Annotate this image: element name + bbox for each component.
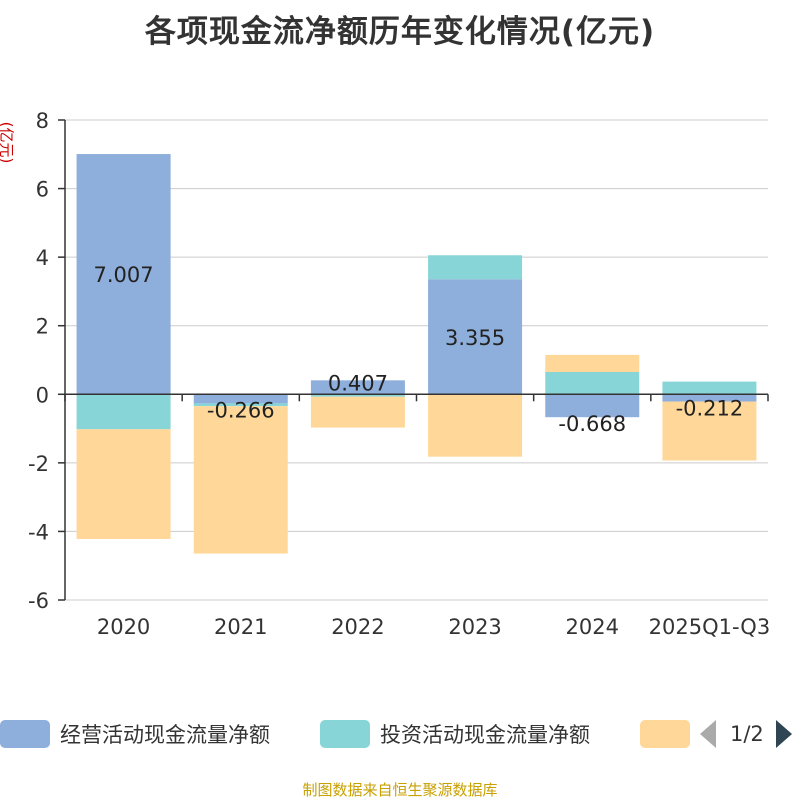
legend-item-operating[interactable]: 经营活动现金流量净额 [0, 714, 270, 754]
bar-operating-2024 [545, 394, 640, 418]
bar-investing-2025Q1-Q3 [662, 381, 757, 395]
data-label: 3.355 [445, 326, 505, 350]
bar-financing-2022 [310, 396, 405, 428]
legend-label-investing: 投资活动现金流量净额 [380, 723, 590, 747]
y-tick-label: -2 [28, 452, 49, 476]
x-tick-label: 2020 [97, 615, 150, 639]
data-label: -0.668 [558, 412, 626, 436]
legend-item-investing[interactable]: 投资活动现金流量净额 [320, 714, 590, 754]
y-tick-label: 6 [36, 178, 49, 202]
legend-label-operating: 经营活动现金流量净额 [60, 723, 270, 747]
chart-area: -6 -4 -2 0 2 4 6 8 2020 2021 2022 2023 2024 2025Q1-Q3… [28, 109, 771, 639]
bar-investing-2022 [310, 394, 405, 397]
bar-operating-2023 [428, 279, 523, 395]
legend-swatch-operating [0, 720, 50, 748]
bar-investing-2021 [193, 403, 288, 407]
x-tick-label: 2023 [448, 615, 501, 639]
bar-operating-2025Q1-Q3 [662, 394, 757, 402]
bar-investing-2020 [76, 394, 171, 430]
x-tick-label: 2022 [331, 615, 384, 639]
y-tick-label: -6 [28, 589, 49, 613]
x-tick-label: 2021 [214, 615, 267, 639]
legend-page-indicator: 1/2 [730, 722, 764, 746]
legend-pager: 1/2 [700, 714, 792, 754]
data-label: -0.212 [676, 397, 744, 421]
y-tick-label: 2 [36, 315, 49, 339]
chart-title: 各项现金流净额历年变化情况(亿元) [144, 14, 656, 50]
bar-operating-2021 [193, 394, 288, 404]
legend-item-financing[interactable] [640, 714, 700, 754]
bar-investing-2023 [428, 255, 523, 280]
data-label: 7.007 [94, 263, 154, 287]
y-tick-label: 4 [36, 246, 49, 270]
bar-financing-2021 [193, 406, 288, 554]
legend-swatch-financing [640, 720, 690, 748]
bar-operating-2022 [310, 380, 405, 395]
bar-operating-2020 [76, 154, 171, 395]
triangle-right-icon[interactable] [775, 720, 792, 748]
legend-swatch-investing [320, 720, 370, 748]
x-tick-label: 2024 [566, 615, 619, 639]
bar-financing-2025Q1-Q3 [662, 401, 757, 461]
bar-financing-2023 [428, 394, 523, 457]
bar-financing-2024 [545, 354, 640, 372]
y-tick-label: -4 [28, 520, 49, 544]
bar-financing-2020 [76, 429, 171, 539]
x-tick-label: 2025Q1-Q3 [649, 615, 771, 639]
data-label: 0.407 [328, 371, 388, 395]
y-tick-label: 8 [36, 109, 49, 133]
y-tick-label: 0 [36, 383, 49, 407]
bar-investing-2024 [545, 372, 640, 395]
data-label: -0.266 [207, 398, 275, 422]
data-source-note: 制图数据来自恒生聚源数据库 [302, 781, 498, 799]
legend: 经营活动现金流量净额 投资活动现金流量净额 [0, 714, 800, 754]
triangle-left-icon[interactable] [700, 720, 716, 748]
